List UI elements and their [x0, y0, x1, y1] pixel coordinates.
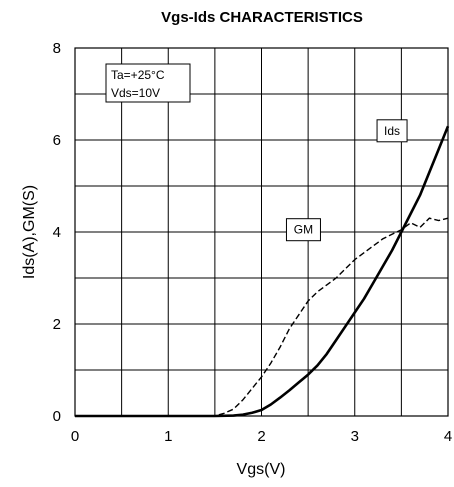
x-tick-label: 1 [164, 428, 172, 445]
x-tick-label: 2 [257, 428, 265, 445]
x-tick-label: 4 [444, 428, 452, 445]
tick-labels: 0 1 2 3 4 0 2 4 6 8 [53, 40, 453, 445]
grid [75, 48, 448, 416]
plot-frame [74, 47, 449, 417]
condition-voltage: Vds=10V [111, 86, 160, 100]
y-axis-label: Ids(A),GM(S) [21, 185, 38, 279]
condition-temperature: Ta=+25°C [111, 68, 165, 82]
x-axis-label: Vgs(V) [237, 461, 286, 478]
x-tick-label: 0 [71, 428, 79, 445]
series-line-gm [75, 217, 449, 417]
gm-label: GM [294, 223, 313, 237]
x-tick-label: 3 [351, 428, 359, 445]
ids-label: Ids [384, 124, 400, 138]
chart-title: Vgs-Ids CHARACTERISTICS [161, 9, 363, 26]
y-tick-label: 0 [53, 408, 61, 425]
series-line-ids [75, 125, 450, 418]
y-tick-label: 2 [53, 316, 61, 333]
y-tick-label: 6 [53, 132, 61, 149]
gm-label-box [285, 218, 321, 242]
y-tick-label: 8 [53, 40, 61, 57]
ids-label-box [376, 119, 408, 143]
y-tick-label: 4 [53, 224, 61, 241]
conditions-box [105, 63, 191, 103]
series-lines [75, 125, 450, 418]
